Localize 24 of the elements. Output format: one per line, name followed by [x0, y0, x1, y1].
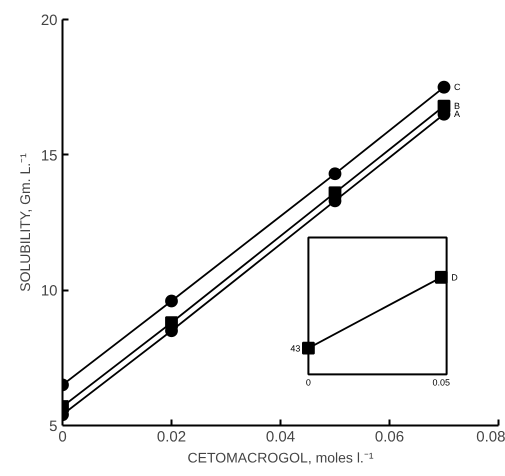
point — [438, 100, 450, 113]
x-tick-label: 0.06 — [374, 428, 404, 446]
x-tick-label: 0.05 — [432, 377, 450, 388]
point — [328, 167, 342, 180]
x-axis-title: CETOMACROGOL, moles l.⁻¹ — [188, 450, 374, 466]
y-tick-label: 15 — [40, 147, 58, 164]
x-tick-label: 0 — [306, 377, 311, 388]
x-tick-label: 0.08 — [476, 428, 505, 446]
y-axis-title: SOLUBILITY, Gm. L.⁻¹ — [16, 152, 33, 292]
y-tick-label: 10 — [40, 282, 58, 300]
point — [328, 186, 342, 200]
series-label: A — [454, 109, 460, 120]
x-tick-label: 0 — [58, 428, 67, 446]
point — [165, 316, 178, 330]
annotation: 43 — [290, 344, 300, 354]
y-tick-label: 20 — [40, 12, 58, 29]
series-label: C — [454, 82, 461, 92]
series-label: D — [451, 272, 458, 282]
point — [165, 294, 178, 308]
x-tick-label: 0.04 — [266, 428, 296, 446]
point — [438, 80, 450, 94]
x-tick-label: 0.02 — [156, 428, 186, 446]
y-tick-label: 5 — [49, 418, 58, 435]
series-label: B — [454, 101, 460, 112]
